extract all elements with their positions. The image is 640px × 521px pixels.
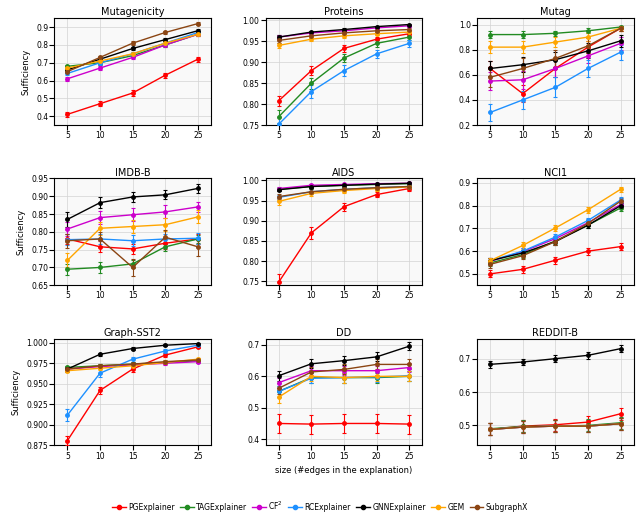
Title: Mutag: Mutag	[540, 7, 571, 18]
Y-axis label: Sufficiency: Sufficiency	[17, 209, 26, 255]
Title: DD: DD	[337, 328, 351, 338]
Title: AIDS: AIDS	[332, 168, 356, 178]
Title: IMDB-B: IMDB-B	[115, 168, 150, 178]
Title: Graph-SST2: Graph-SST2	[104, 328, 162, 338]
Legend: PGExplainer, TAGExplainer, CF$^2$, RCExplainer, GNNExplainer, GEM, SubgraphX: PGExplainer, TAGExplainer, CF$^2$, RCExp…	[109, 496, 531, 515]
Title: NCI1: NCI1	[544, 168, 567, 178]
Y-axis label: Sufficiency: Sufficiency	[22, 48, 31, 95]
Title: Mutagenicity: Mutagenicity	[101, 7, 164, 18]
X-axis label: size (#edges in the explanation): size (#edges in the explanation)	[275, 466, 413, 475]
Title: REDDIT-B: REDDIT-B	[532, 328, 579, 338]
Y-axis label: Sufficiency: Sufficiency	[12, 369, 20, 415]
Title: Proteins: Proteins	[324, 7, 364, 18]
